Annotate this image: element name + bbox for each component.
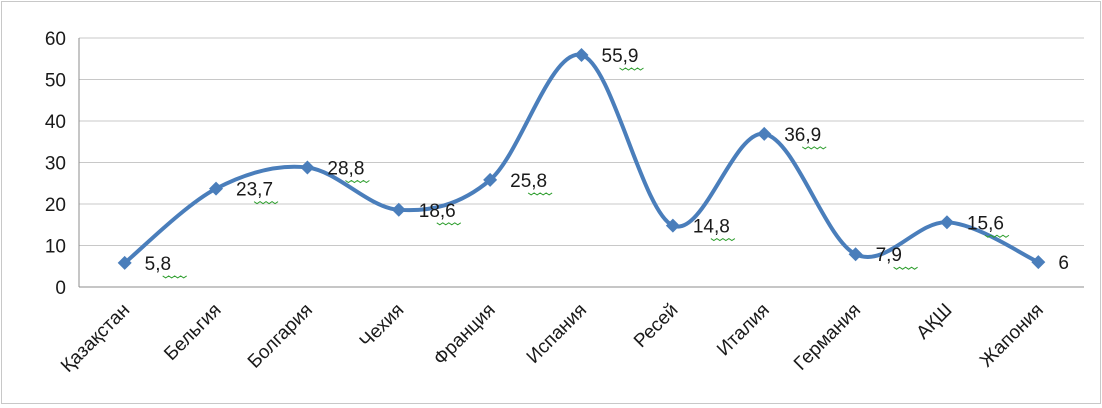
spellcheck-squiggle xyxy=(801,146,827,150)
data-point-marker xyxy=(209,181,224,196)
x-tick-label: Ресей xyxy=(630,300,682,352)
x-tick-label: Бельгия xyxy=(160,300,225,365)
x-tick-labels: Қазақстан Бельгия Болгария Чехия Франция Испа… xyxy=(57,300,1048,377)
data-label: 18,6 xyxy=(419,201,456,222)
spellcheck-squiggle xyxy=(984,234,1010,238)
data-point-marker xyxy=(117,255,132,270)
axes xyxy=(78,38,1084,288)
data-label: 23,7 xyxy=(236,180,273,201)
data-label: 55,9 xyxy=(602,46,639,67)
x-tick-label: Чехия xyxy=(356,300,408,352)
data-label: 6 xyxy=(1058,253,1069,274)
spellcheck-squiggle xyxy=(710,237,736,242)
data-label: 28,8 xyxy=(327,158,364,179)
y-tick-label: 60 xyxy=(45,29,66,50)
data-label: 25,8 xyxy=(510,171,547,192)
x-tick-label: Қазақстан xyxy=(57,300,134,377)
y-tick-label: 0 xyxy=(55,278,66,299)
y-tick-label: 30 xyxy=(45,154,66,175)
data-point-marker xyxy=(574,48,589,63)
spellcheck-squiggle xyxy=(619,67,644,71)
y-tick-label: 10 xyxy=(45,237,66,258)
data-point-marker xyxy=(483,172,498,187)
x-tick-label: Германия xyxy=(790,300,865,375)
spellcheck-squiggle xyxy=(162,275,187,279)
data-point-marker xyxy=(665,218,680,233)
data-labels: 5,8 23,7 28,8 18,6 25,8 55,9 14,8 36,9 7,9 15,6 6 xyxy=(145,46,1069,279)
spellcheck-squiggle xyxy=(893,266,918,270)
data-label: 14,8 xyxy=(693,217,730,238)
x-tick-label: Италия xyxy=(713,300,774,361)
x-tick-label: Испания xyxy=(523,300,591,368)
data-label: 36,9 xyxy=(784,125,821,146)
line-chart: 0 10 20 30 40 50 60 Қазақстан Бельгия Болгария Че… xyxy=(45,29,1084,377)
data-point-marker xyxy=(939,215,954,230)
y-tick-label: 40 xyxy=(45,112,66,133)
data-point-marker xyxy=(1031,255,1046,270)
data-label: 15,6 xyxy=(967,213,1004,234)
spellcheck-squiggle xyxy=(345,179,370,184)
gridlines xyxy=(79,37,1084,246)
spellcheck-squiggle xyxy=(436,222,462,226)
data-label: 7,9 xyxy=(876,245,902,266)
x-tick-label: Жапония xyxy=(976,300,1048,372)
series xyxy=(117,48,1046,270)
y-tick-label: 50 xyxy=(45,71,66,92)
data-point-marker xyxy=(300,160,315,175)
y-tick-label: 20 xyxy=(45,195,66,216)
data-point-marker xyxy=(757,126,772,141)
x-tick-label: Болгария xyxy=(244,300,317,373)
data-label: 5,8 xyxy=(145,254,171,275)
x-tick-label: Франция xyxy=(430,300,500,370)
spellcheck-squiggle xyxy=(253,201,279,205)
data-point-marker xyxy=(848,247,863,262)
x-tick-label: АҚШ xyxy=(913,300,957,344)
y-tick-labels: 0 10 20 30 40 50 60 xyxy=(45,29,66,299)
spellcheck-squiggle xyxy=(527,192,553,196)
series-line xyxy=(123,52,1040,265)
data-point-marker xyxy=(391,202,406,217)
